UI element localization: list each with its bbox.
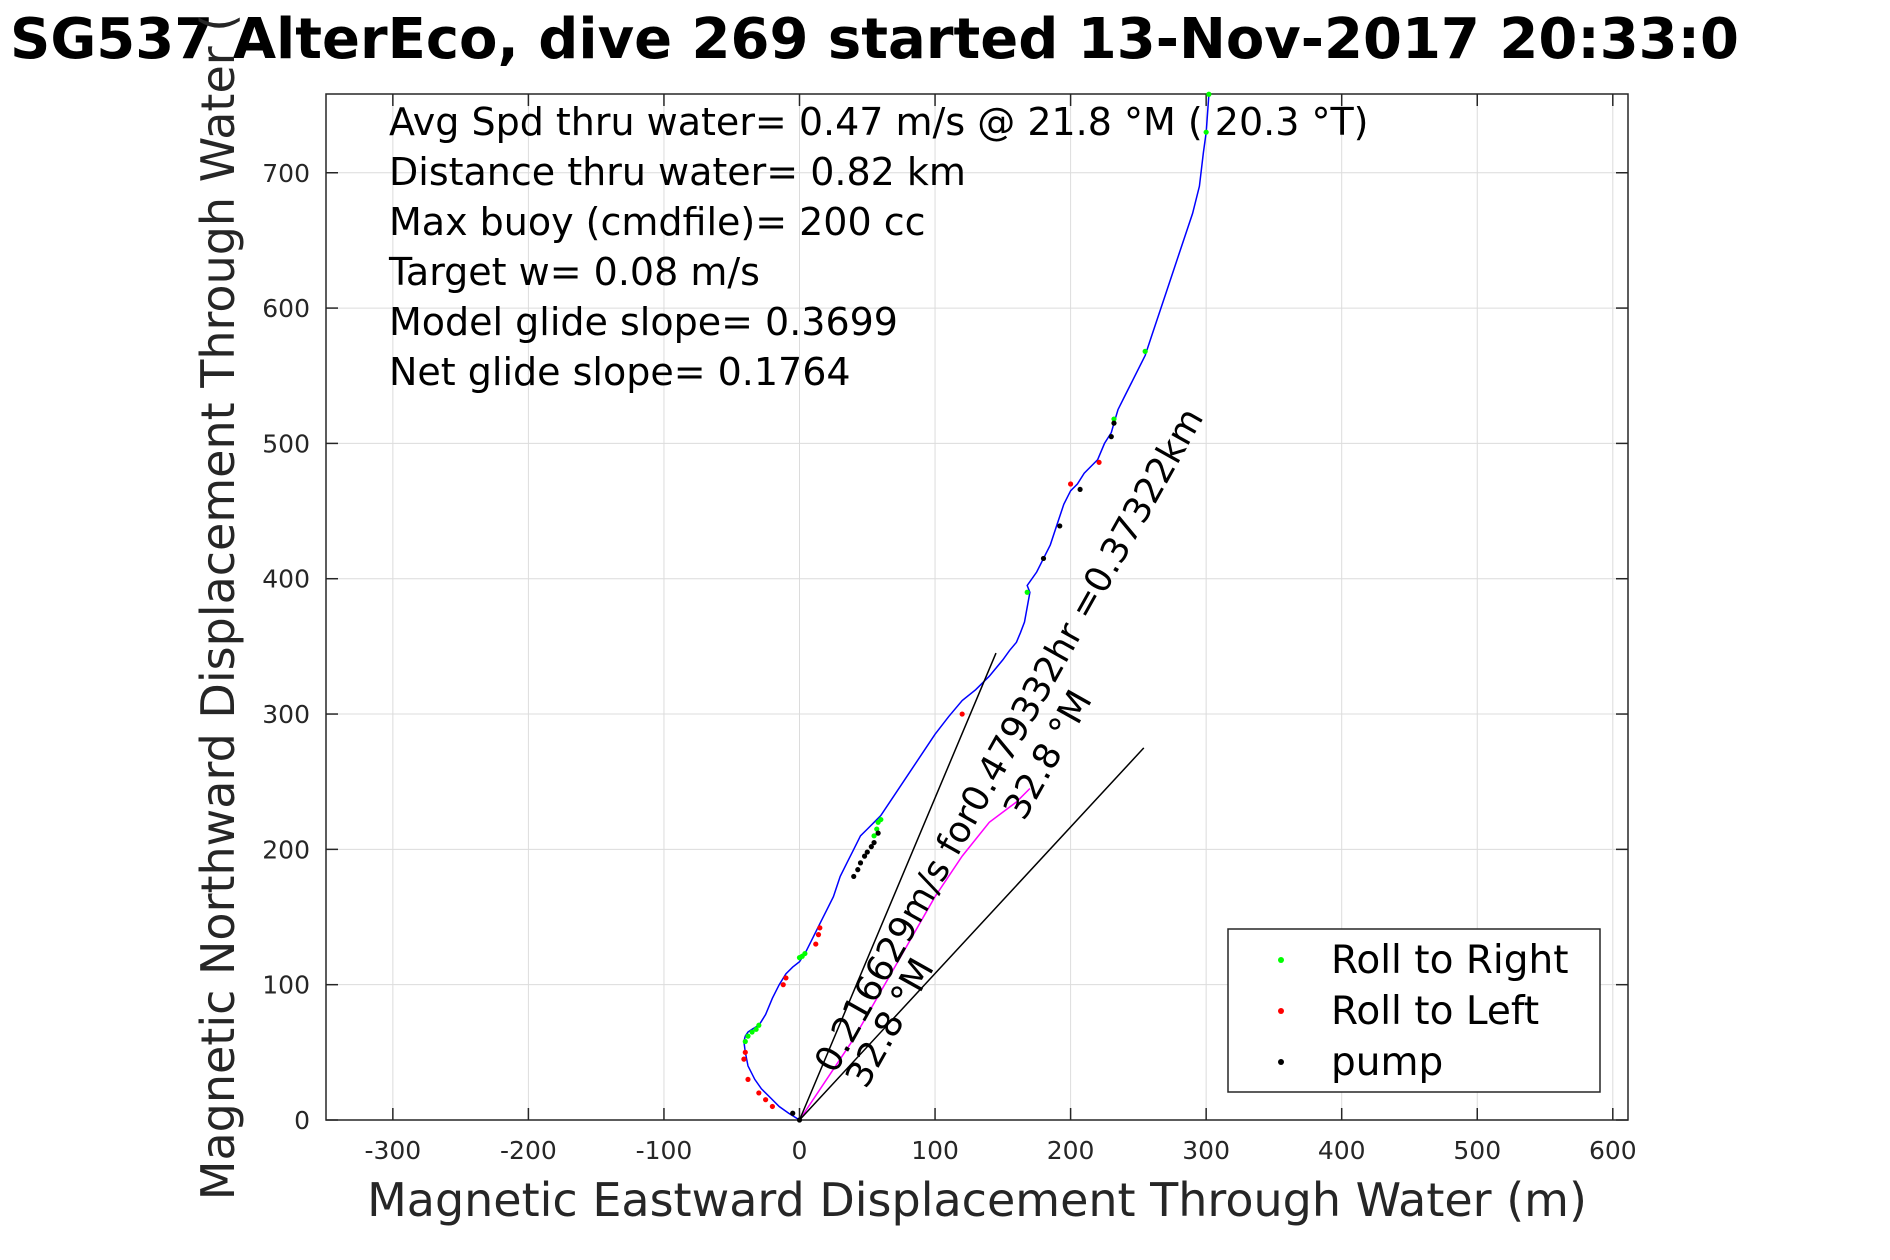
point-roll-to-right xyxy=(1203,129,1209,135)
x-tick-label: 300 xyxy=(1182,1136,1230,1165)
point-roll-to-right xyxy=(802,950,808,957)
point-pump xyxy=(864,849,870,855)
legend-label: pump xyxy=(1331,1040,1443,1085)
point-roll-to-left xyxy=(783,975,789,981)
point-roll-to-right xyxy=(1024,589,1030,595)
point-roll-to-right xyxy=(749,1029,755,1035)
x-tick-label: -100 xyxy=(636,1136,693,1165)
point-roll-to-left xyxy=(763,1097,769,1103)
x-tick-label: 100 xyxy=(911,1136,959,1165)
annotation-line: Max buoy (cmdfile)= 200 cc xyxy=(389,200,926,244)
point-roll-to-right xyxy=(871,833,877,839)
x-tick-label: -300 xyxy=(364,1136,421,1165)
point-pump xyxy=(1108,434,1114,440)
series-current-line-2 xyxy=(798,747,1145,1121)
chart-title: SG537 AlterEco, dive 269 started 13-Nov-… xyxy=(10,7,1739,72)
point-roll-to-left xyxy=(815,932,822,938)
x-tick-label: -200 xyxy=(500,1136,557,1165)
y-axis-label: Magnetic Northward Displacement Through … xyxy=(191,14,245,1200)
point-roll-to-right xyxy=(1142,348,1148,354)
x-tick-label: 500 xyxy=(1453,1136,1501,1165)
x-tick-label: 600 xyxy=(1589,1136,1637,1165)
point-roll-to-left xyxy=(817,925,823,931)
point-roll-to-right xyxy=(756,1022,762,1028)
axis-ticks: -300 -200 -100 0 100 200 300 400 500 600 0 100 200 30… xyxy=(262,94,1637,1165)
y-tick-label: 100 xyxy=(262,971,310,1000)
legend-label: Roll to Right xyxy=(1331,938,1569,983)
annotation-line: Net glide slope= 0.1764 xyxy=(389,350,851,394)
point-pump xyxy=(861,853,868,859)
legend-label: Roll to Left xyxy=(1331,989,1539,1034)
x-tick-label: 200 xyxy=(1047,1136,1095,1165)
point-pump xyxy=(1057,523,1063,529)
point-pump xyxy=(857,860,864,866)
plot-frame xyxy=(325,93,1629,1121)
annotation-line: Distance thru water= 0.82 km xyxy=(389,150,966,194)
point-pump xyxy=(1040,555,1047,562)
y-tick-label: 0 xyxy=(294,1106,310,1135)
y-tick-label: 500 xyxy=(262,429,310,458)
point-roll-to-right xyxy=(1111,416,1117,422)
point-roll-to-left xyxy=(1068,481,1074,487)
point-roll-to-right xyxy=(1206,91,1212,97)
point-pump xyxy=(871,839,877,846)
point-pump xyxy=(875,830,881,836)
legend: Roll to Right Roll to Left pump xyxy=(1227,928,1601,1093)
point-roll-to-right xyxy=(878,816,884,823)
point-roll-to-left xyxy=(745,1076,751,1083)
point-roll-to-left xyxy=(959,711,965,717)
point-roll-to-left xyxy=(769,1103,775,1110)
point-roll-to-left xyxy=(780,982,786,988)
x-tick-label: 0 xyxy=(792,1136,808,1165)
point-pump xyxy=(790,1110,796,1116)
point-roll-to-right xyxy=(742,1038,748,1045)
annotation-line: Target w= 0.08 m/s xyxy=(388,250,760,294)
point-roll-to-left xyxy=(1096,459,1102,465)
data-markers xyxy=(741,91,1212,1123)
y-tick-label: 400 xyxy=(262,565,310,594)
point-roll-to-right xyxy=(874,826,880,832)
legend-marker xyxy=(1278,1059,1284,1065)
y-tick-label: 600 xyxy=(262,294,310,323)
annotation-line: Model glide slope= 0.3699 xyxy=(389,300,898,344)
point-roll-to-right xyxy=(745,1033,751,1039)
point-roll-to-left xyxy=(741,1056,747,1062)
series-current-line-1 xyxy=(798,652,997,1121)
point-roll-to-left xyxy=(813,941,819,947)
point-pump xyxy=(1077,486,1083,493)
point-pump xyxy=(851,873,857,880)
point-roll-to-left xyxy=(756,1090,762,1096)
point-pump xyxy=(796,1117,803,1123)
y-tick-label: 200 xyxy=(262,835,310,864)
point-pump xyxy=(868,844,874,850)
legend-marker xyxy=(1278,1008,1284,1014)
legend-marker xyxy=(1278,957,1284,963)
annotation-line: Avg Spd thru water= 0.47 m/s @ 21.8 °M (… xyxy=(389,100,1369,144)
y-tick-label: 300 xyxy=(262,700,310,729)
point-pump xyxy=(855,867,861,873)
x-axis-label: Magnetic Eastward Displacement Through W… xyxy=(367,1173,1587,1227)
legend-box xyxy=(1227,928,1601,1093)
point-pump xyxy=(1111,420,1117,426)
point-roll-to-right xyxy=(753,1026,759,1032)
series-magenta-overlay xyxy=(798,787,1031,1121)
point-roll-to-left xyxy=(742,1049,748,1055)
y-tick-label: 700 xyxy=(262,159,310,188)
x-tick-label: 400 xyxy=(1318,1136,1366,1165)
